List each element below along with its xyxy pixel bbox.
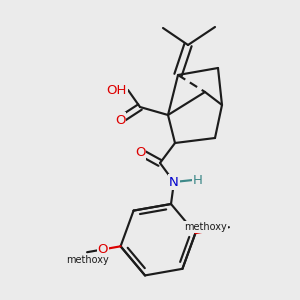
Text: OH: OH: [106, 83, 127, 97]
Text: O: O: [98, 243, 108, 256]
Text: H: H: [193, 173, 203, 187]
Text: O: O: [208, 224, 218, 236]
Text: methoxy: methoxy: [66, 255, 109, 265]
Text: N: N: [169, 176, 179, 188]
Text: O: O: [135, 146, 145, 158]
Text: O: O: [115, 113, 125, 127]
Text: methoxy: methoxy: [184, 222, 227, 232]
